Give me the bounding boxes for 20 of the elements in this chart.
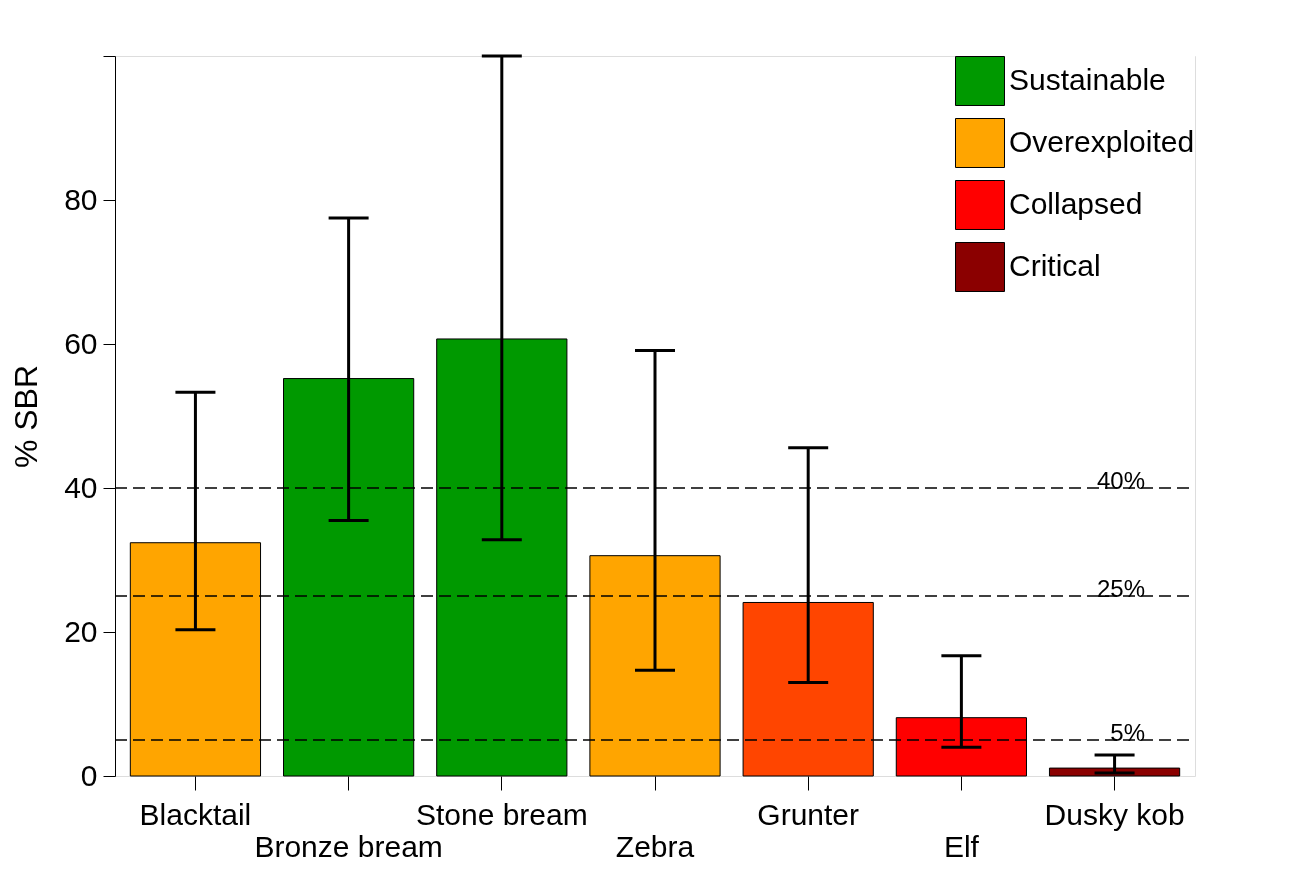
ref-line-label: 40% (1096, 467, 1145, 494)
legend-label: Critical (1009, 249, 1101, 282)
x-tick-label: Dusky kob (1044, 797, 1185, 831)
legend-label: Overexploited (1009, 125, 1195, 158)
x-tick-label: Stone bream (415, 797, 588, 831)
y-tick-label: 40 (64, 470, 98, 504)
x-tick-label: Grunter (757, 797, 860, 831)
x-tick-label: Bronze bream (254, 829, 443, 863)
legend-label: Collapsed (1009, 187, 1143, 220)
ref-line-label: 5% (1110, 719, 1145, 746)
y-axis-title: % SBR (8, 364, 45, 469)
x-tick-label: Zebra (615, 829, 695, 863)
y-tick-label: 80 (64, 182, 98, 216)
y-tick-label: 20 (64, 614, 98, 648)
y-tick-label: 60 (64, 326, 98, 360)
x-tick-label: Elf (943, 829, 980, 863)
x-tick-label: Blacktail (139, 797, 252, 831)
legend-label: Sustainable (1009, 63, 1166, 96)
y-tick-label: 0 (80, 758, 98, 792)
ref-line-label: 25% (1096, 575, 1145, 602)
